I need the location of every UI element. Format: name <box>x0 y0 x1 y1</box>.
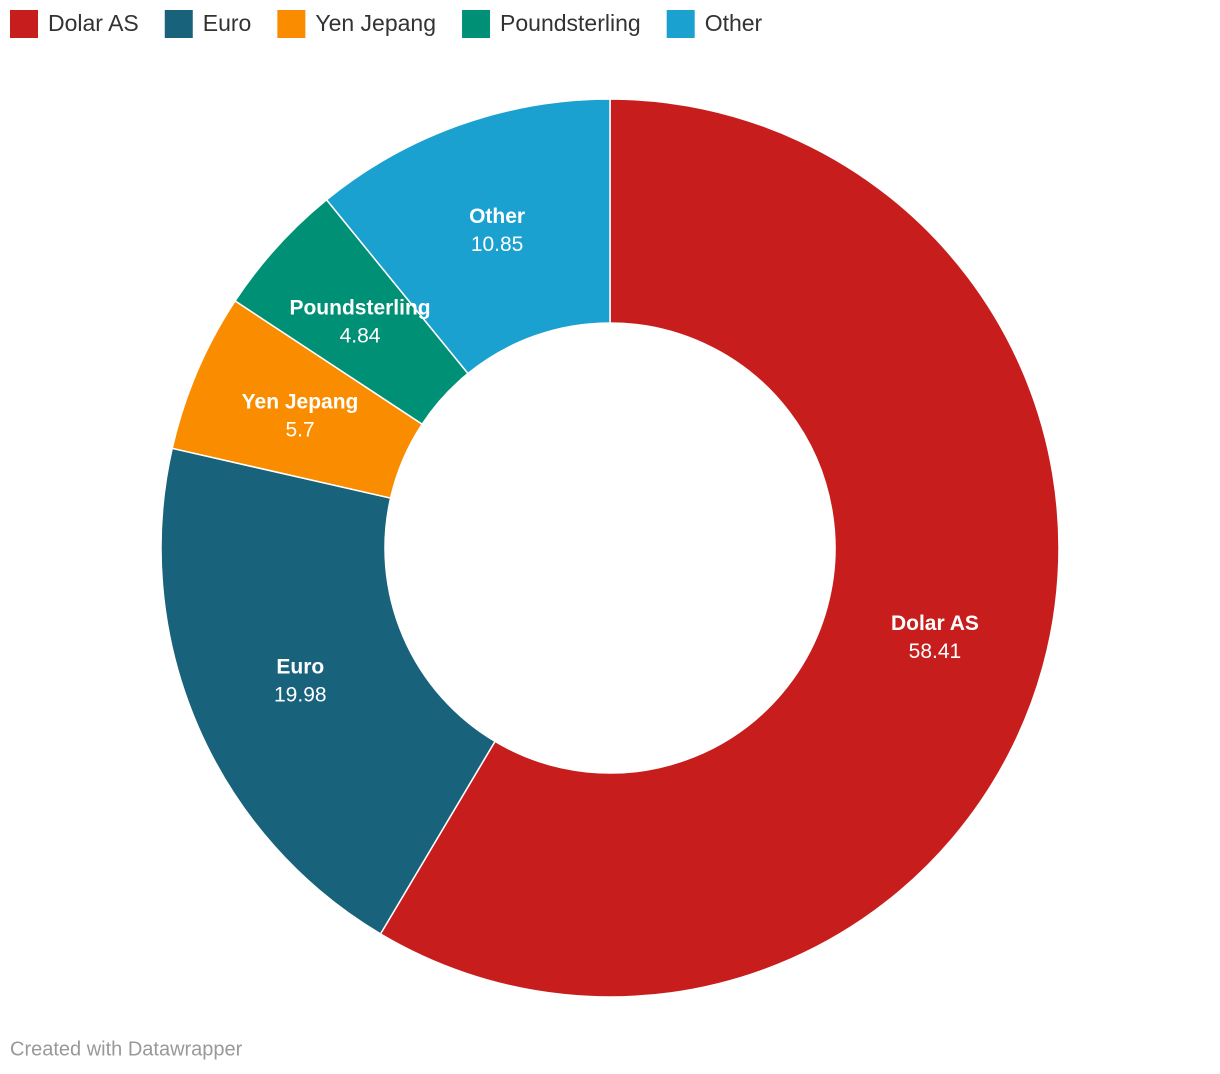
slice-value: 4.84 <box>340 325 381 348</box>
legend-label: Dolar AS <box>48 10 139 36</box>
legend-label: Euro <box>203 10 252 36</box>
legend-swatch <box>164 10 193 38</box>
slice-value: 5.7 <box>285 418 314 441</box>
legend: Dolar AS Euro Yen Jepang Poundsterling Other <box>10 10 763 38</box>
legend-label: Yen Jepang <box>315 10 436 36</box>
legend-swatch <box>666 10 695 38</box>
donut-slice <box>325 98 611 375</box>
legend-label: Other <box>705 10 763 36</box>
credit: Created with Datawrapper <box>10 1038 243 1060</box>
slice-value: 19.98 <box>274 683 327 706</box>
slice-labels: Dolar AS 58.41 Euro 19.98 Yen Jepang 5.7 Pound… <box>242 205 979 706</box>
slice-name: Other <box>469 205 525 228</box>
slice-name: Poundsterling <box>289 297 430 320</box>
legend-swatch <box>10 10 38 38</box>
slice-value: 58.41 <box>909 640 962 663</box>
legend-swatch <box>462 10 491 38</box>
legend-label: Poundsterling <box>500 10 641 36</box>
slice-name: Dolar AS <box>891 612 979 635</box>
donut-slice <box>379 98 1060 998</box>
slice-value: 10.85 <box>471 233 524 256</box>
legend-swatch <box>277 10 306 38</box>
slice-name: Euro <box>276 655 324 678</box>
donut-slice <box>160 447 497 935</box>
slice-name: Yen Jepang <box>242 390 359 413</box>
donut <box>160 98 1060 998</box>
